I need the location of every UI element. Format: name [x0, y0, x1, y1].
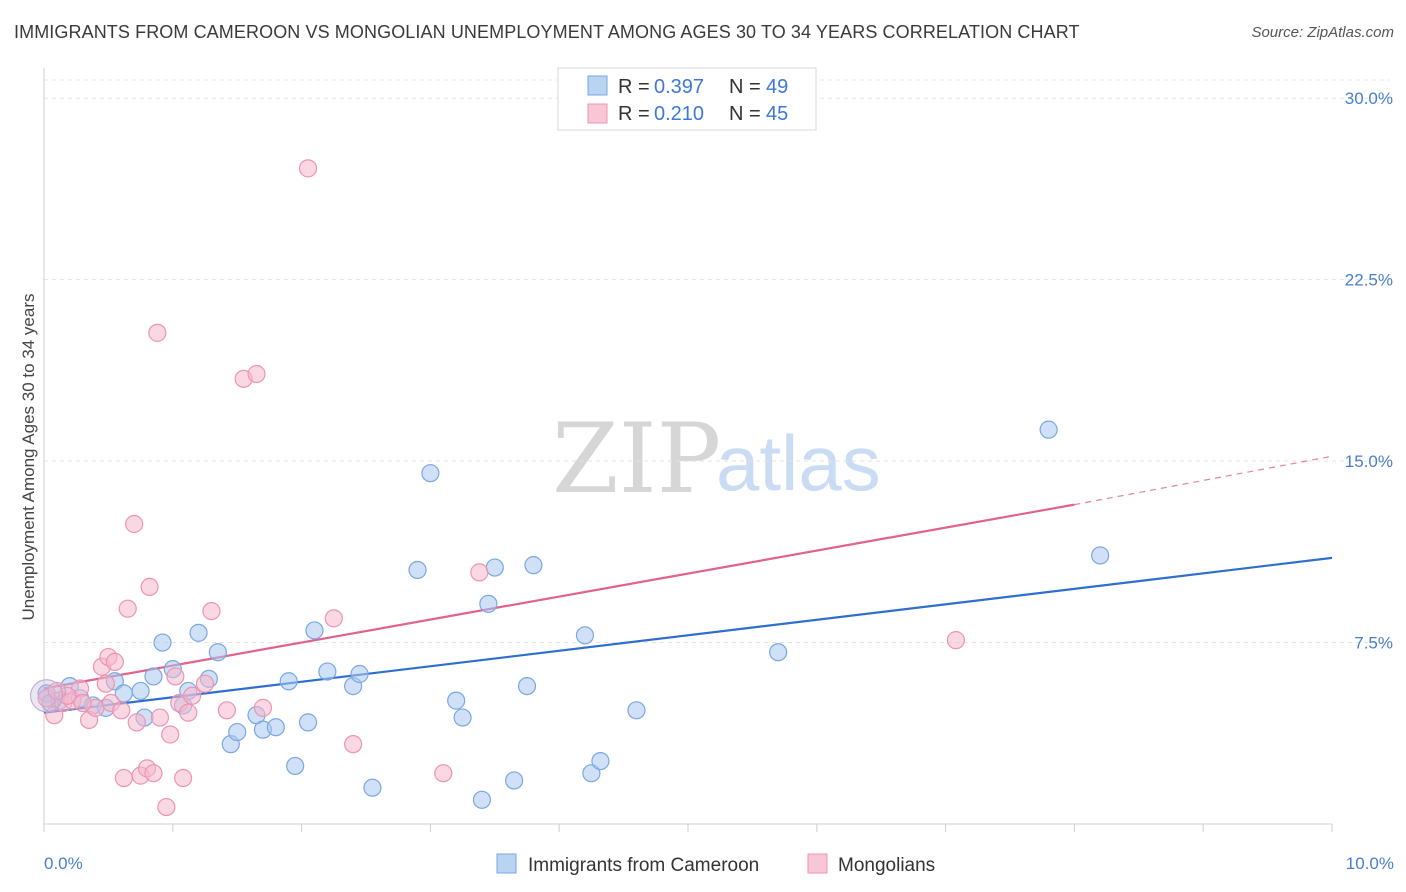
- point-mongolians-23: [161, 725, 180, 744]
- point-mongolians-34: [298, 159, 318, 178]
- y-axis-label: Unemployment Among Ages 30 to 34 years: [19, 294, 38, 621]
- point-cameroon-17: [208, 643, 227, 662]
- point-mongolians-30: [217, 701, 236, 720]
- point-cameroon-41: [575, 626, 595, 645]
- point-mongolians-18: [140, 577, 159, 597]
- tick-labels: 7.5% 15.0% 22.5% 30.0% 0.0% 10.0%: [44, 89, 1394, 873]
- trend-line-cameroon: [43, 556, 1333, 714]
- point-cameroon-40: [524, 556, 543, 575]
- point-mongolians-43: [96, 674, 115, 693]
- point-cameroon-36: [479, 594, 498, 613]
- x-tick-label-0: 0.0%: [44, 854, 83, 873]
- x-tick-label-1: 10.0%: [1346, 854, 1394, 873]
- point-cameroon-27: [318, 662, 337, 681]
- point-mongolians-44: [47, 681, 66, 701]
- point-cameroon-38: [505, 771, 524, 790]
- point-cameroon-32: [421, 464, 440, 483]
- point-cameroon-10: [144, 667, 163, 686]
- point-cameroon-39: [517, 676, 537, 696]
- point-mongolians-1: [45, 706, 64, 725]
- point-mongolians-24: [166, 667, 185, 686]
- y-tick-label-2: 22.5%: [1345, 271, 1393, 290]
- series-label-cameroon: Immigrants from Cameroon: [528, 855, 759, 876]
- point-mongolians-21: [150, 708, 170, 727]
- point-mongolians-13: [118, 599, 137, 618]
- point-mongolians-22: [157, 797, 176, 817]
- point-cameroon-42: [582, 764, 601, 783]
- legend-n-value-cameroon: 49: [766, 76, 788, 98]
- point-mongolians-33: [253, 698, 273, 717]
- point-cameroon-15: [189, 623, 208, 642]
- point-mongolians-29: [195, 674, 215, 693]
- point-mongolians-35: [324, 609, 343, 628]
- grid-lines: [44, 79, 1390, 644]
- point-mongolians-36: [344, 735, 363, 754]
- data-points: [30, 159, 1110, 817]
- legend-r-label-cameroon: R =: [618, 76, 650, 98]
- point-cameroon-43: [591, 751, 610, 771]
- legend-r-value-cameroon: 0.397: [654, 76, 704, 98]
- point-cameroon-25: [298, 713, 318, 732]
- series-swatch-cameroon: [496, 853, 517, 874]
- point-cameroon-26: [305, 621, 324, 640]
- correlation-legend: R = 0.397 N = 49 R = 0.210 N = 45: [557, 67, 817, 131]
- point-cameroon-33: [447, 691, 466, 710]
- series-label-mongolians: Mongolians: [838, 855, 935, 876]
- point-mongolians-32: [247, 364, 266, 384]
- y-tick-label-3: 30.0%: [1345, 89, 1393, 108]
- source-credit: Source: ZipAtlas.com: [1251, 24, 1394, 41]
- legend-n-value-mongolians: 45: [766, 103, 788, 125]
- point-mongolians-39: [946, 631, 966, 650]
- trend-line-extension-mongolians: [1074, 455, 1333, 506]
- point-mongolians-38: [470, 563, 489, 582]
- point-mongolians-15: [127, 713, 146, 732]
- point-cameroon-30: [363, 778, 382, 797]
- point-mongolians-12: [114, 768, 133, 788]
- point-cameroon-24: [286, 756, 305, 776]
- point-cameroon-35: [472, 790, 492, 809]
- point-mongolians-28: [202, 601, 221, 621]
- point-cameroon-46: [1039, 420, 1058, 439]
- point-mongolians-41: [73, 693, 92, 713]
- point-cameroon-45: [769, 643, 788, 662]
- point-cameroon-29: [350, 664, 369, 684]
- point-cameroon-44: [627, 701, 646, 720]
- point-cameroon-11: [153, 633, 172, 652]
- point-mongolians-37: [434, 764, 453, 783]
- watermark-atlas: atlas: [716, 419, 881, 507]
- point-cameroon-37: [485, 558, 504, 577]
- y-tick-label-1: 15.0%: [1345, 452, 1393, 471]
- legend-swatch-mongolians: [587, 103, 608, 124]
- point-mongolians-26: [174, 768, 193, 788]
- point-mongolians-10: [105, 652, 124, 672]
- legend-r-value-mongolians: 0.210: [654, 103, 704, 125]
- series-legend: Immigrants from Cameroon Mongolians: [496, 853, 935, 876]
- point-cameroon-47: [1091, 546, 1110, 565]
- watermark-zip: ZIP: [552, 403, 721, 515]
- series-swatch-mongolians: [807, 853, 828, 874]
- trend-line-mongolians: [43, 503, 1075, 690]
- y-tick-label-0: 7.5%: [1354, 634, 1393, 653]
- point-cameroon-31: [408, 560, 427, 580]
- point-cameroon-19: [228, 722, 247, 742]
- legend-r-label-mongolians: R =: [618, 103, 650, 125]
- point-mongolians-42: [183, 686, 202, 705]
- point-cluster-origin: [30, 679, 64, 713]
- point-mongolians-11: [112, 701, 131, 720]
- point-cameroon-8: [131, 681, 150, 701]
- point-mongolians-20: [148, 323, 167, 342]
- point-cameroon-23: [279, 672, 298, 691]
- point-cameroon-34: [453, 708, 472, 727]
- legend-n-label-mongolians: N =: [729, 103, 761, 125]
- point-cameroon-22: [266, 718, 285, 737]
- legend-swatch-cameroon: [587, 75, 608, 96]
- point-mongolians-14: [125, 514, 144, 534]
- point-mongolians-19: [144, 764, 163, 783]
- legend-n-label-cameroon: N =: [729, 76, 761, 98]
- chart-title: IMMIGRANTS FROM CAMEROON VS MONGOLIAN UN…: [14, 22, 1080, 42]
- point-mongolians-27: [179, 703, 198, 722]
